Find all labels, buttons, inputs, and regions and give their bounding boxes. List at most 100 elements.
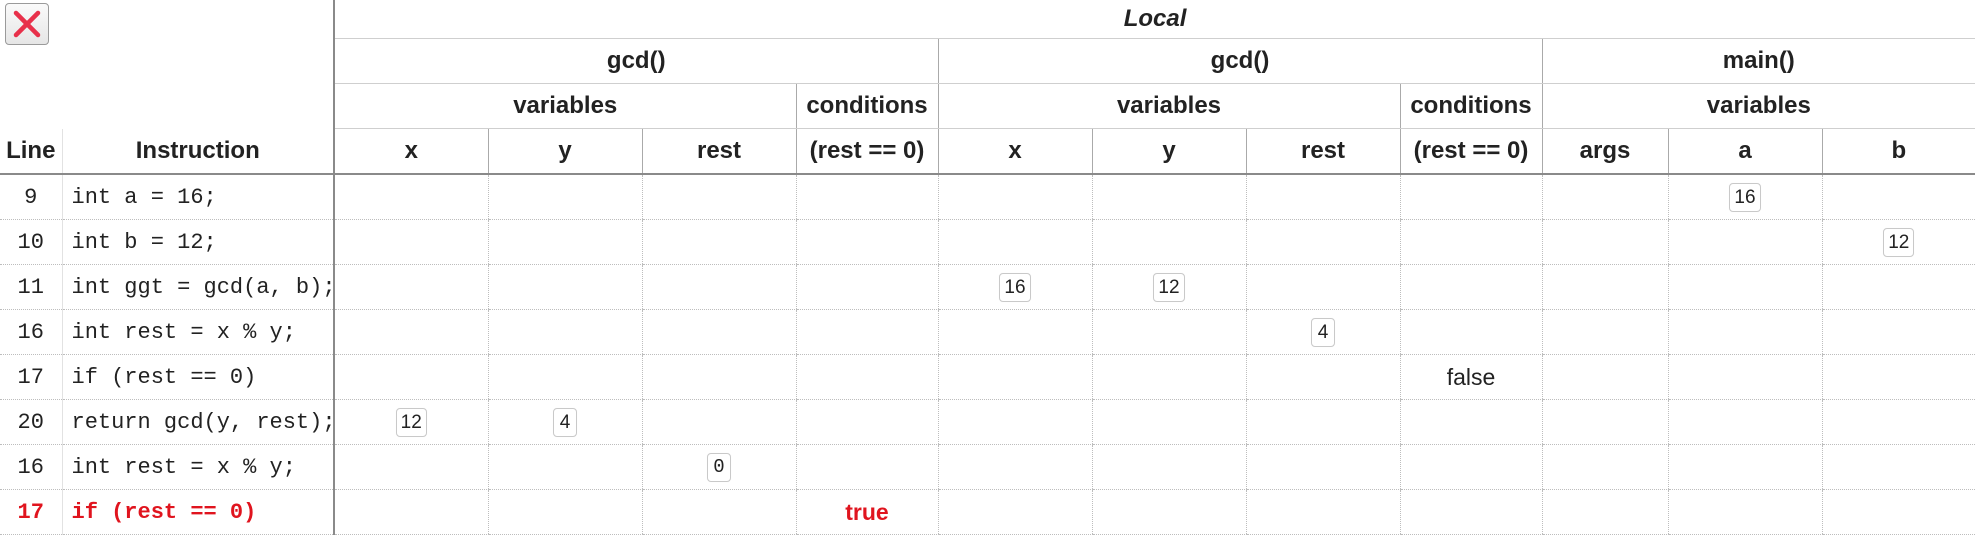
group-header-variables-1: variables [333,83,796,129]
cell-f2-cond [1399,399,1542,445]
variable-value: 12 [1153,272,1185,302]
table-row: 9 int a = 16; 16 [0,174,1976,220]
cell-f2-y [1091,174,1246,220]
column-header-y: y [1091,128,1246,175]
cell-f2-rest [1245,489,1400,535]
column-header-x: x [333,128,488,175]
cell-m-args [1541,399,1668,445]
cell-f2-cond [1399,444,1542,490]
cell-m-args [1541,354,1668,400]
line-number: 9 [0,174,62,220]
group-header-conditions-1: conditions [795,83,938,129]
cell-f2-y [1091,309,1246,355]
cell-f1-x [333,489,488,535]
cell-f1-y [487,354,642,400]
column-header-condition: (rest == 0) [1399,128,1542,175]
cell-f1-x [333,219,488,265]
cell-f1-x [333,264,488,310]
cell-f2-cond [1399,174,1542,220]
cell-m-b [1821,489,1976,535]
column-header-rest: rest [1245,128,1400,175]
cell-f2-rest [1245,264,1400,310]
instruction-code: if (rest == 0) [61,489,334,535]
cell-f2-y [1091,354,1246,400]
variable-value: 4 [1311,317,1335,347]
cell-m-a [1667,354,1822,400]
cell-f2-y [1091,444,1246,490]
cell-m-args [1541,444,1668,490]
condition-value: false [1399,354,1542,400]
cell-f1-y: 4 [487,399,642,445]
cell-m-a [1667,444,1822,490]
column-header-y: y [487,128,642,175]
cell-f1-cond [795,264,938,310]
instruction-code: return gcd(y, rest); [61,399,334,445]
cell-f1-rest [641,174,796,220]
cell-f1-rest [641,489,796,535]
cell-f1-y [487,444,642,490]
cell-m-args [1541,264,1668,310]
cell-f1-y [487,309,642,355]
cell-f2-y: 12 [1091,264,1246,310]
cell-f1-x [333,309,488,355]
cell-f2-x [937,354,1092,400]
cell-m-a [1667,264,1822,310]
instruction-code: int rest = x % y; [61,444,334,490]
cell-f2-y [1091,489,1246,535]
close-button[interactable] [5,3,49,45]
cell-f2-rest [1245,174,1400,220]
column-header-rest: rest [641,128,796,175]
line-number: 11 [0,264,62,310]
cell-f1-y [487,264,642,310]
cell-m-b: 12 [1821,219,1976,265]
instruction-code: int b = 12; [61,219,334,265]
cell-f1-rest [641,354,796,400]
cell-f2-x: 16 [937,264,1092,310]
cell-f2-rest: 4 [1245,309,1400,355]
line-number: 17 [0,489,62,535]
table-row: 16 int rest = x % y; 4 [0,309,1976,355]
cell-f1-rest [641,309,796,355]
cell-f1-y [487,174,642,220]
variable-value: 12 [395,407,427,437]
cell-f2-x [937,174,1092,220]
cell-f2-x [937,309,1092,355]
cell-f1-rest: 0 [641,444,796,490]
cell-m-args [1541,309,1668,355]
cell-m-args [1541,489,1668,535]
cell-f1-x [333,354,488,400]
variable-value: 4 [553,407,577,437]
cell-m-b [1821,444,1976,490]
cell-f1-cond [795,444,938,490]
table-row: 20 return gcd(y, rest); 12 4 [0,399,1976,445]
column-header-args: args [1541,128,1668,175]
column-header-line: Line [0,128,62,175]
cell-f1-cond [795,399,938,445]
cell-m-a [1667,309,1822,355]
column-header-condition: (rest == 0) [795,128,938,175]
local-label: Local [332,0,1976,39]
frame-header-main: main() [1541,38,1976,84]
cell-f2-rest [1245,444,1400,490]
cell-f1-cond [795,354,938,400]
condition-value: true [795,489,938,535]
cell-f1-y [487,489,642,535]
cell-f2-rest [1245,219,1400,265]
cell-f2-x [937,489,1092,535]
variable-value: 0 [707,453,731,482]
instruction-code: int rest = x % y; [61,309,334,355]
cell-f2-x [937,219,1092,265]
frame-header-gcd-2: gcd() [937,38,1542,84]
variable-value: 16 [999,272,1031,302]
frame-header-gcd-1: gcd() [333,38,938,84]
line-number: 10 [0,219,62,265]
column-header-instruction: Instruction [61,128,334,175]
table-row: 10 int b = 12; 12 [0,219,1976,265]
cell-f1-rest [641,219,796,265]
cell-f2-y [1091,219,1246,265]
cell-m-a [1667,219,1822,265]
line-number: 20 [0,399,62,445]
cell-m-b [1821,309,1976,355]
cell-m-args [1541,174,1668,220]
